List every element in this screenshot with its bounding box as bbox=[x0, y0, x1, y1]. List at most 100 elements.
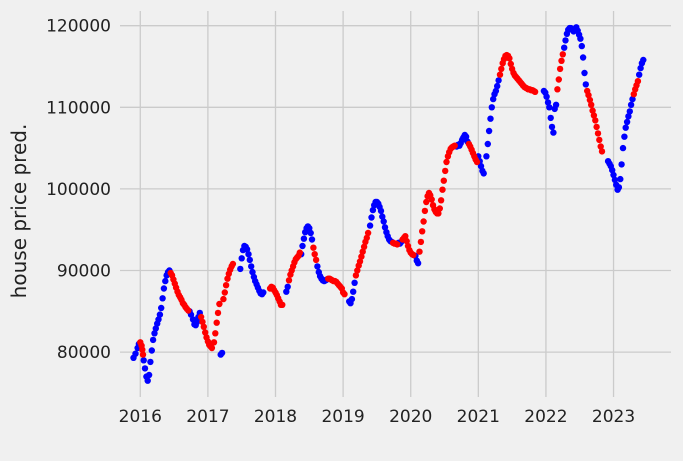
data-point-blue bbox=[369, 206, 377, 214]
data-point-blue bbox=[155, 316, 162, 323]
data-point-blue bbox=[306, 224, 313, 232]
x-tick-label: 2016 bbox=[119, 407, 162, 427]
data-point-red bbox=[310, 244, 317, 251]
x-tick-label: 2018 bbox=[254, 407, 297, 427]
data-point-blue bbox=[544, 99, 552, 106]
data-point-blue bbox=[621, 133, 628, 140]
data-point-blue bbox=[484, 140, 491, 148]
data-point-blue bbox=[381, 224, 389, 231]
data-point-blue bbox=[618, 161, 625, 168]
data-point-red bbox=[354, 267, 361, 274]
data-point-blue bbox=[314, 263, 321, 270]
data-point-red bbox=[556, 65, 564, 73]
data-point-red bbox=[630, 91, 637, 98]
data-point-blue bbox=[243, 246, 251, 253]
data-point-blue bbox=[562, 37, 569, 44]
data-point-red bbox=[208, 344, 216, 352]
data-point-blue bbox=[561, 44, 568, 51]
data-point-blue bbox=[579, 54, 587, 61]
data-point-red bbox=[214, 309, 222, 317]
y-tick-label: 90000 bbox=[57, 262, 111, 282]
data-point-red bbox=[507, 60, 514, 68]
data-point-red bbox=[359, 248, 366, 255]
data-point-blue bbox=[547, 114, 554, 122]
data-point-red bbox=[593, 123, 600, 131]
data-point-red bbox=[443, 158, 450, 166]
data-point-blue bbox=[380, 218, 387, 225]
data-point-blue bbox=[414, 260, 422, 267]
data-point-blue bbox=[350, 288, 357, 295]
data-point-blue bbox=[158, 304, 165, 312]
data-point-red bbox=[555, 76, 562, 83]
data-point-red bbox=[437, 197, 445, 204]
data-point-blue bbox=[351, 279, 358, 286]
data-point-blue bbox=[477, 162, 485, 170]
data-point-red bbox=[341, 291, 348, 298]
data-point-blue bbox=[284, 283, 291, 290]
data-point-blue bbox=[582, 81, 589, 88]
data-point-red bbox=[312, 256, 320, 264]
data-point-red bbox=[559, 51, 566, 58]
data-point-blue bbox=[308, 236, 316, 243]
data-point-blue bbox=[249, 268, 256, 276]
y-axis-label: house price pred. bbox=[7, 124, 31, 299]
data-point-red bbox=[531, 88, 539, 96]
data-point-blue bbox=[237, 265, 244, 273]
data-point-blue bbox=[619, 144, 627, 152]
data-point-blue bbox=[152, 325, 159, 332]
data-point-red bbox=[216, 300, 223, 308]
y-tick-label: 120000 bbox=[46, 17, 111, 37]
data-point-blue bbox=[617, 175, 624, 183]
data-point-red bbox=[421, 207, 429, 215]
data-point-blue bbox=[483, 153, 490, 160]
data-point-red bbox=[221, 289, 228, 296]
data-point-red bbox=[436, 205, 443, 212]
data-point-blue bbox=[610, 171, 617, 179]
data-point-blue bbox=[488, 104, 495, 111]
data-point-blue bbox=[485, 127, 493, 135]
tick-labels: 2016 2017 2018 2019 2020 2021 2022 2023 80000 900… bbox=[46, 17, 635, 427]
data-point-red bbox=[596, 136, 603, 144]
data-point-red bbox=[417, 238, 425, 246]
data-point-red bbox=[210, 339, 218, 346]
x-tick-label: 2019 bbox=[321, 407, 364, 427]
data-point-red bbox=[197, 313, 205, 321]
data-point-blue bbox=[246, 256, 253, 264]
data-point-red bbox=[213, 319, 220, 326]
data-point-red bbox=[597, 143, 604, 150]
data-point-blue bbox=[156, 311, 164, 318]
data-point-red bbox=[435, 210, 442, 217]
data-point-blue bbox=[623, 118, 631, 126]
y-tick-label: 110000 bbox=[46, 98, 111, 118]
data-point-red bbox=[285, 277, 293, 284]
data-point-blue bbox=[238, 255, 245, 262]
data-point-blue bbox=[144, 377, 151, 384]
data-point-red bbox=[364, 229, 372, 237]
x-tick-label: 2021 bbox=[457, 407, 500, 427]
data-point-blue bbox=[543, 93, 550, 100]
data-point-red bbox=[360, 243, 368, 250]
data-point-red bbox=[200, 323, 207, 330]
data-point-blue bbox=[625, 113, 632, 120]
data-point-blue bbox=[637, 64, 644, 72]
data-point-red bbox=[442, 167, 449, 175]
data-point-blue bbox=[248, 263, 255, 270]
data-point-blue bbox=[368, 214, 375, 221]
data-point-blue bbox=[193, 318, 201, 326]
data-point-red bbox=[585, 91, 592, 99]
data-point-blue bbox=[147, 358, 154, 366]
data-point-red bbox=[592, 117, 599, 124]
data-point-blue bbox=[546, 104, 553, 111]
data-point-red bbox=[352, 272, 360, 279]
data-point-red bbox=[598, 148, 606, 155]
data-point-red bbox=[202, 329, 209, 336]
data-point-red bbox=[634, 78, 642, 85]
data-point-blue bbox=[379, 213, 386, 220]
data-point-blue bbox=[548, 123, 556, 131]
data-point-red bbox=[229, 260, 237, 268]
data-point-red bbox=[496, 71, 504, 78]
data-point-red bbox=[139, 351, 147, 358]
data-point-blue bbox=[495, 77, 502, 84]
data-point-red bbox=[356, 258, 364, 265]
